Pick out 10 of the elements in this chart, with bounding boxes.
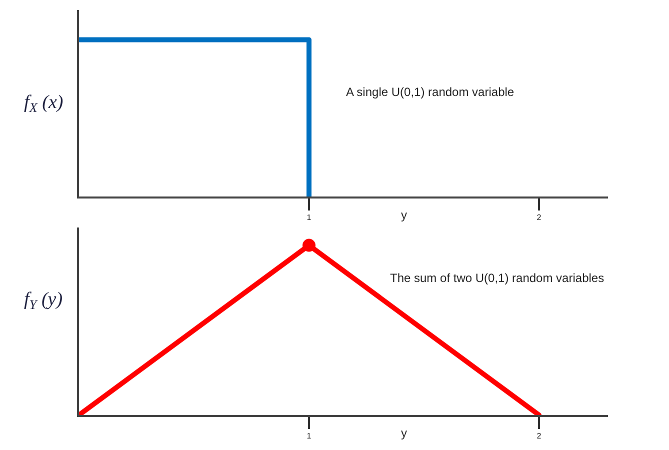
x-tick-label: 2	[536, 431, 542, 440]
x-tick-label: 1	[306, 213, 312, 222]
annotation: A single U(0,1) random variable	[346, 85, 514, 99]
y-axis-title: f$_{Y}$ (y)	[24, 289, 63, 312]
x-axis-title: y	[401, 426, 407, 440]
x-tick-label: 2	[536, 213, 542, 222]
annotation: The sum of two U(0,1) random variables	[390, 271, 604, 285]
x-axis-title: y	[401, 208, 407, 222]
y-axis-title: f$_{X}$ (x)	[24, 92, 64, 115]
x-tick-label: 1	[306, 431, 312, 440]
